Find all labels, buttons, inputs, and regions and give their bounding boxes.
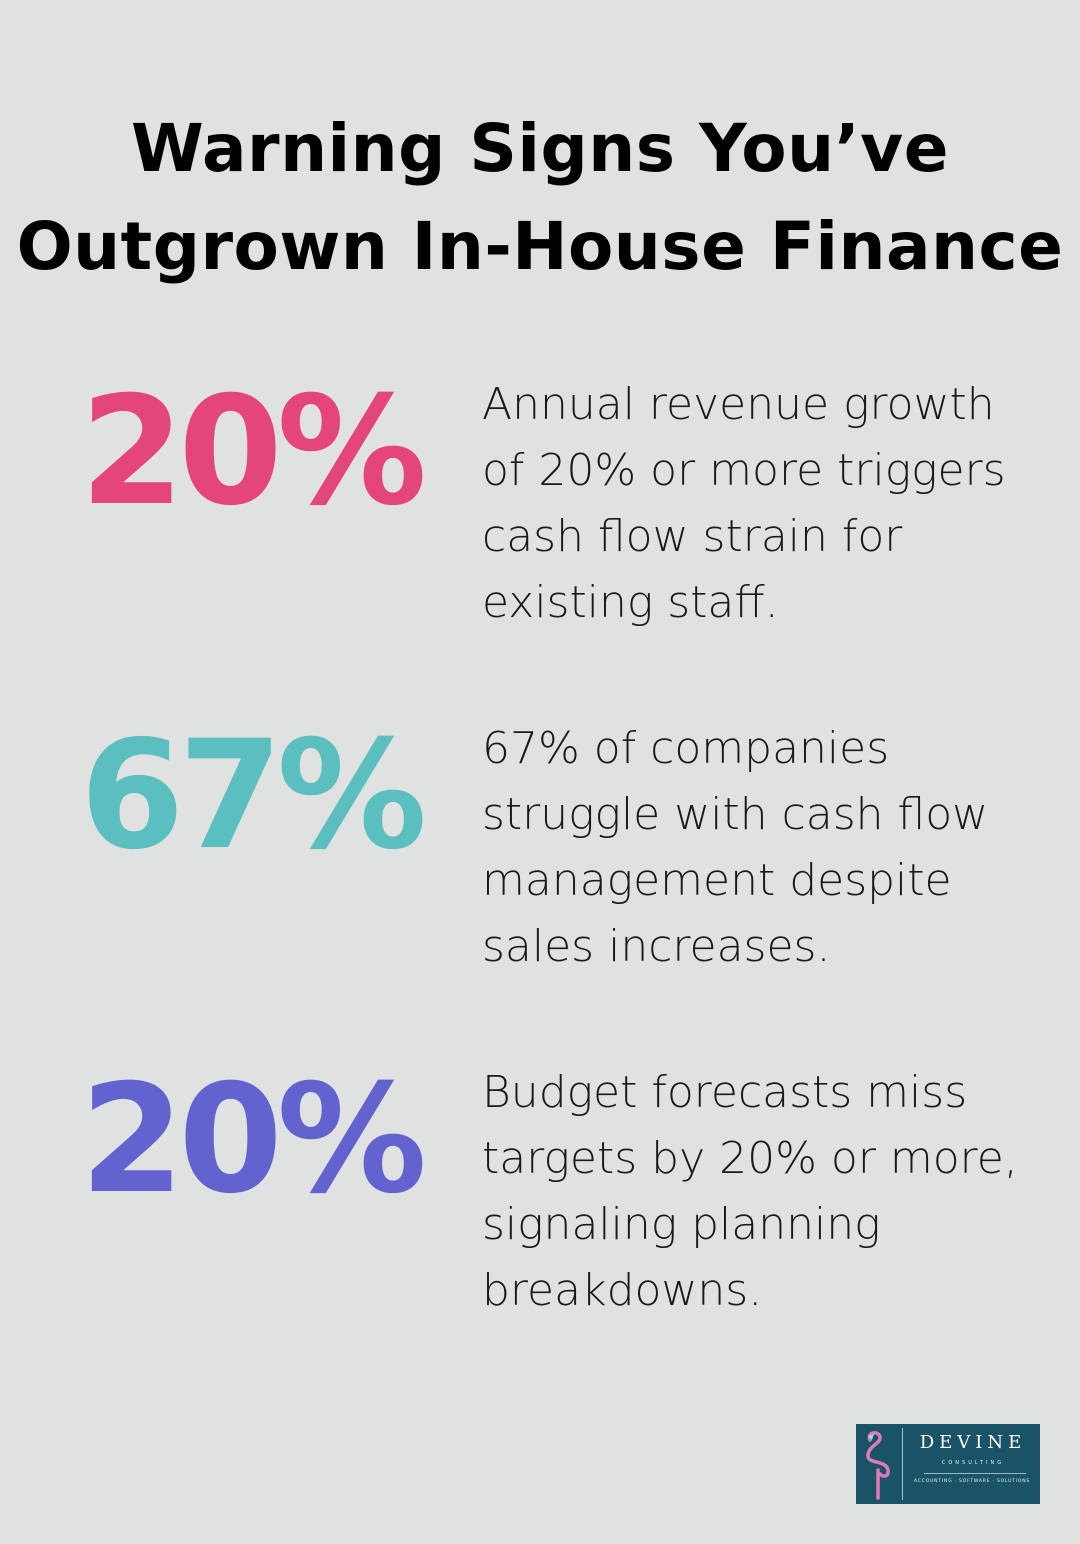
stat-value: 20% bbox=[80, 1053, 427, 1227]
title-line-2: Outgrown In-House Finance bbox=[16, 208, 1064, 285]
flamingo-icon bbox=[866, 1431, 890, 1500]
stat-value: 67% bbox=[80, 709, 427, 883]
stat-description: 67% of companies struggle with cash flow… bbox=[482, 723, 989, 972]
stat-description: Annual revenue growth of 20% or more tri… bbox=[482, 379, 1006, 628]
logo-sub: CONSULTING bbox=[941, 1460, 1005, 1466]
logo-brand: DEVINE bbox=[919, 1432, 1027, 1453]
logo-divider bbox=[902, 1428, 903, 1500]
logo-tagline: ACCOUNTING · SOFTWARE · SOLUTIONS bbox=[913, 1479, 1031, 1484]
logo-rule bbox=[924, 1473, 1026, 1474]
stat-value: 20% bbox=[80, 365, 427, 539]
stat-description: Budget forecasts miss targets by 20% or … bbox=[482, 1067, 1018, 1316]
title-line-1: Warning Signs You’ve bbox=[131, 110, 949, 187]
page-title: Warning Signs You’ve Outgrown In-House F… bbox=[0, 100, 1080, 296]
devine-consulting-logo: DEVINE CONSULTING ACCOUNTING · SOFTWARE … bbox=[856, 1424, 1040, 1504]
